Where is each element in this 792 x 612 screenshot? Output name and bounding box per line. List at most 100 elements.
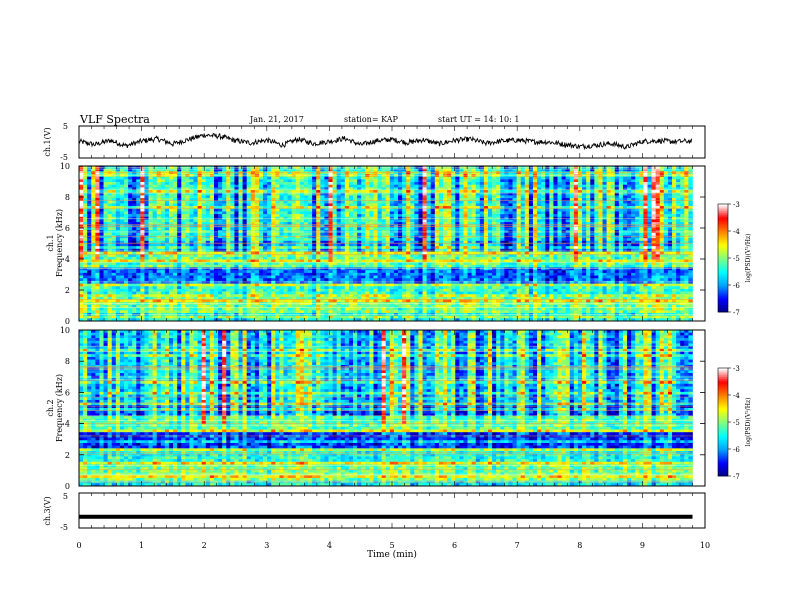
spectrogram-cell [443,176,448,180]
spectrogram-cell [222,176,227,180]
spectrogram-cell [238,214,243,218]
spectrogram-cell [672,192,677,196]
spectrogram-cell [545,227,550,231]
spectrogram-cell [667,232,673,236]
spectrogram-cell [528,219,534,223]
spectrogram-cell [344,200,350,204]
spectrogram-cell [606,200,612,204]
spectrogram-cell [643,206,648,210]
spectrogram-cell [651,208,657,212]
spectrogram-cell [524,179,530,183]
spectrogram-cell [487,179,493,183]
spectrogram-cell [680,182,685,186]
spectrogram-cell [500,240,505,244]
spectrogram-cell [663,168,669,172]
spectrogram-cell [283,243,288,247]
spectrogram-cell [250,200,256,204]
spectrogram-cell [639,232,644,236]
spectrogram-cell [471,184,477,188]
spectrogram-cell [381,168,387,172]
spectrogram-cell [532,190,538,194]
spectrogram-cell [577,216,583,220]
spectrogram-cell [148,211,153,215]
spectrogram-cell [479,174,485,178]
spectrogram-cell [508,214,513,218]
spectrogram-cell [308,176,313,180]
spectrogram-cell [676,211,681,215]
spectrogram-cell [398,182,403,186]
spectrogram-cell [492,190,497,194]
spectrogram-cell [279,168,284,172]
spectrogram-cell [479,190,485,194]
spectrogram-cell [512,206,517,210]
spectrogram-cell [483,195,489,199]
spectrogram-cell [344,211,350,215]
spectrogram-cell [348,243,354,247]
spectrogram-cell [111,222,117,226]
spectrogram-cell [373,232,378,236]
spectrogram-cell [549,195,554,199]
spectrogram-cell [553,222,558,226]
spectrogram-cell [377,206,382,210]
spectrogram-cell [275,211,280,215]
spectrogram-cell [467,176,472,180]
spectrogram-cell [622,219,628,223]
spectrogram-cell [487,182,493,186]
spectrogram-cell [398,214,403,218]
spectrogram-cell [500,222,505,226]
spectrogram-cell [168,200,174,204]
spectrogram-cell [573,200,579,204]
spectrogram-cell [524,232,530,236]
spectrogram-cell [189,246,194,250]
spectrogram-cell [537,182,542,186]
spectrogram-cell [443,203,448,207]
spectrogram-cell [663,176,669,180]
spectrogram-cell [684,179,689,183]
spectrogram-cell [463,182,468,186]
spectrogram-cell [344,184,350,188]
spectrogram-cell [299,219,305,223]
spectrogram-cell [353,190,358,194]
spectrogram-cell [320,182,325,186]
spectrogram-cell [336,251,342,255]
spectrogram-cell [483,227,489,231]
spectrogram-cell [438,243,444,247]
spectrogram-cell [189,203,194,207]
spectrogram-cell [651,190,657,194]
spectrogram-cell [303,190,309,194]
spectrogram-cell [586,198,591,202]
spectrogram-cell [295,184,301,188]
spectrogram-cell [447,168,452,172]
spectrogram-cell [438,174,444,178]
spectrogram-cell [410,179,415,183]
spectrogram-cell [291,192,297,196]
spectrogram-cell [582,206,587,210]
spectrogram-cell [201,219,207,223]
spectrogram-cell [308,208,313,212]
spectrogram-cell [271,190,276,194]
spectrogram-cell [295,211,301,215]
spectrogram-cell [496,206,501,210]
spectrogram-cell [684,195,689,199]
spectrogram-cell [614,168,620,172]
spectrogram-cell [115,179,121,183]
spectrogram-cell [594,198,599,202]
spectrogram-cell [160,222,166,226]
spectrogram-cell [659,240,665,244]
spectrogram-cell [622,216,628,220]
spectrogram-cell [230,211,235,215]
spectrogram-cell [614,211,620,215]
spectrogram-cell [234,216,239,220]
spectrogram-cell [115,238,121,242]
spectrogram-cell [492,200,497,204]
spectrogram-cell [561,184,567,188]
spectrogram-cell [639,227,644,231]
spectrogram-cell [267,192,272,196]
spectrogram-cell [438,246,444,250]
spectrogram-cell [438,214,444,218]
spectrogram-cell [524,190,530,194]
spectrogram-cell [639,192,644,196]
spectrogram-cell [185,227,190,231]
spectrogram-cell [177,176,182,180]
spectrogram-cell [443,208,448,212]
